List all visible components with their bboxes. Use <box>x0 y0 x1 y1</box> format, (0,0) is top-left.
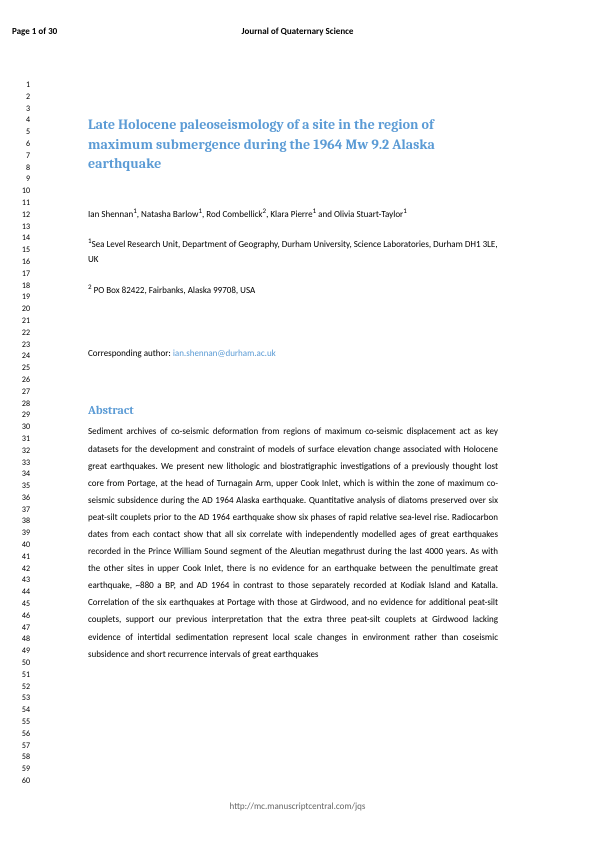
line-number: 28 <box>14 399 30 411</box>
corresponding-author: Corresponding author: ian.shennan@durham… <box>88 348 498 359</box>
line-number: 5 <box>14 127 30 139</box>
line-number: 46 <box>14 611 30 623</box>
line-number: 55 <box>14 717 30 729</box>
line-number: 43 <box>14 575 30 587</box>
line-number: 8 <box>14 163 30 175</box>
line-number: 3 <box>14 104 30 116</box>
line-number: 2 <box>14 92 30 104</box>
line-number: 20 <box>14 304 30 316</box>
line-numbers: 1234567891011121314151617181920212223242… <box>14 80 30 788</box>
line-number: 39 <box>14 528 30 540</box>
line-number: 38 <box>14 516 30 528</box>
line-number: 33 <box>14 458 30 470</box>
footer-url: http://mc.manuscriptcentral.com/jqs <box>0 801 595 812</box>
main-content: Late Holocene paleoseismology of a site … <box>88 115 498 663</box>
page-number: Page 1 of 30 <box>12 26 57 37</box>
line-number: 37 <box>14 505 30 517</box>
line-number: 40 <box>14 540 30 552</box>
line-number: 41 <box>14 552 30 564</box>
line-number: 14 <box>14 233 30 245</box>
line-number: 32 <box>14 446 30 458</box>
line-number: 47 <box>14 623 30 635</box>
line-number: 31 <box>14 434 30 446</box>
affiliation: 2 PO Box 82422, Fairbanks, Alaska 99708,… <box>88 281 498 298</box>
line-number: 7 <box>14 151 30 163</box>
line-number: 24 <box>14 351 30 363</box>
line-number: 49 <box>14 646 30 658</box>
line-number: 9 <box>14 174 30 186</box>
line-number: 45 <box>14 599 30 611</box>
line-number: 50 <box>14 658 30 670</box>
line-number: 6 <box>14 139 30 151</box>
line-number: 23 <box>14 340 30 352</box>
line-number: 18 <box>14 281 30 293</box>
line-number: 15 <box>14 245 30 257</box>
line-number: 35 <box>14 481 30 493</box>
line-number: 36 <box>14 493 30 505</box>
corresponding-email[interactable]: ian.shennan@durham.ac.uk <box>173 348 276 359</box>
line-number: 53 <box>14 693 30 705</box>
line-number: 26 <box>14 375 30 387</box>
line-number: 42 <box>14 564 30 576</box>
line-number: 4 <box>14 115 30 127</box>
line-number: 19 <box>14 292 30 304</box>
line-number: 25 <box>14 363 30 375</box>
line-number: 52 <box>14 682 30 694</box>
line-number: 29 <box>14 410 30 422</box>
line-number: 17 <box>14 269 30 281</box>
line-number: 56 <box>14 729 30 741</box>
line-number: 1 <box>14 80 30 92</box>
affiliation: 1Sea Level Research Unit, Department of … <box>88 235 498 267</box>
line-number: 27 <box>14 387 30 399</box>
line-number: 60 <box>14 776 30 788</box>
line-number: 51 <box>14 670 30 682</box>
affiliations: 1Sea Level Research Unit, Department of … <box>88 235 498 298</box>
line-number: 16 <box>14 257 30 269</box>
line-number: 22 <box>14 328 30 340</box>
line-number: 58 <box>14 752 30 764</box>
paper-title: Late Holocene paleoseismology of a site … <box>88 115 498 174</box>
line-number: 34 <box>14 469 30 481</box>
line-number: 10 <box>14 186 30 198</box>
line-number: 13 <box>14 222 30 234</box>
line-number: 30 <box>14 422 30 434</box>
corresponding-label: Corresponding author: <box>88 348 173 359</box>
abstract-heading: Abstract <box>88 403 498 417</box>
line-number: 48 <box>14 634 30 646</box>
line-number: 11 <box>14 198 30 210</box>
line-number: 21 <box>14 316 30 328</box>
line-number: 54 <box>14 705 30 717</box>
line-number: 59 <box>14 764 30 776</box>
line-number: 12 <box>14 210 30 222</box>
authors: Ian Shennan1, Natasha Barlow1, Rod Combe… <box>88 206 498 222</box>
journal-name: Journal of Quaternary Science <box>242 26 354 37</box>
abstract-text: Sediment archives of co-seismic deformat… <box>88 423 498 662</box>
line-number: 44 <box>14 587 30 599</box>
line-number: 57 <box>14 741 30 753</box>
